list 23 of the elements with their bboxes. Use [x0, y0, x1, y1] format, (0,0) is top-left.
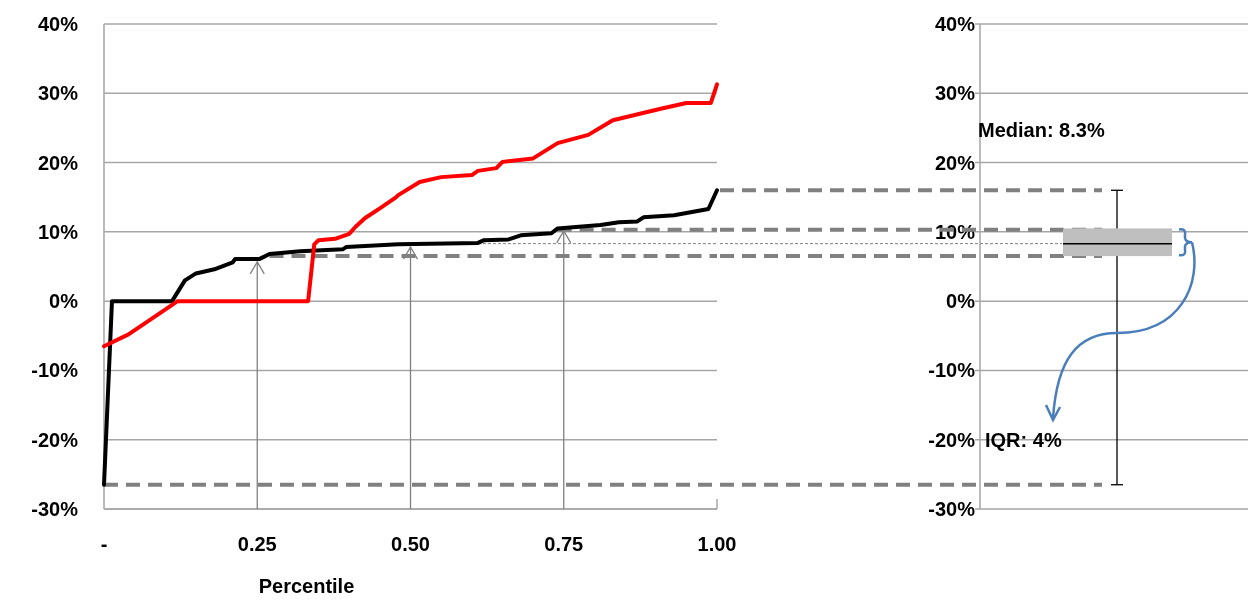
y-tick-label: 0% [49, 290, 79, 313]
y-tick-label: 20% [37, 151, 79, 174]
y-tick-label: -10% [928, 359, 976, 382]
y-tick-label: 30% [37, 82, 79, 105]
y-tick-label: -20% [31, 428, 79, 451]
y-tick-label: -30% [31, 498, 79, 520]
y-tick-label: -10% [31, 359, 79, 382]
x-tick-label: - [100, 533, 108, 555]
y-tick-label: 40% [37, 13, 79, 35]
y-tick-label: 40% [934, 13, 976, 35]
annotation: Median: 8.3% [978, 119, 1105, 141]
y-tick-label: 10% [37, 220, 79, 243]
x-axis-title: Percentile [258, 575, 355, 597]
annotation: IQR: 4% [985, 429, 1062, 451]
y-tick-label: -20% [928, 428, 976, 451]
x-tick-label: 1.00 [697, 533, 737, 555]
y-tick-label: -30% [928, 498, 976, 520]
x-tick-label: 0.75 [544, 533, 584, 555]
y-tick-label: 30% [934, 82, 976, 105]
x-tick-label: 0.50 [391, 533, 430, 555]
y-tick-label: 0% [946, 290, 976, 313]
y-tick-label: 20% [934, 151, 976, 174]
x-tick-label: 0.25 [237, 533, 277, 555]
